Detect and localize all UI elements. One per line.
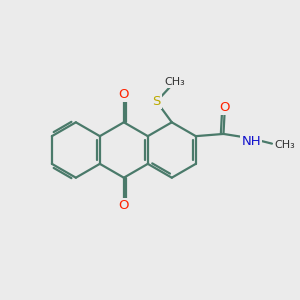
Text: O: O (118, 88, 129, 101)
Text: O: O (118, 199, 129, 212)
Text: NH: NH (242, 134, 261, 148)
Text: CH₃: CH₃ (275, 140, 296, 150)
Text: O: O (220, 101, 230, 114)
Text: S: S (152, 95, 161, 108)
Text: CH₃: CH₃ (164, 77, 185, 87)
